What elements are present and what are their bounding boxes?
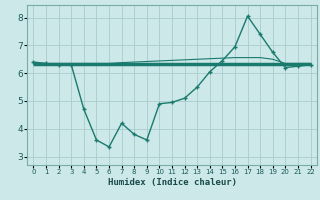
X-axis label: Humidex (Indice chaleur): Humidex (Indice chaleur)	[108, 178, 236, 187]
